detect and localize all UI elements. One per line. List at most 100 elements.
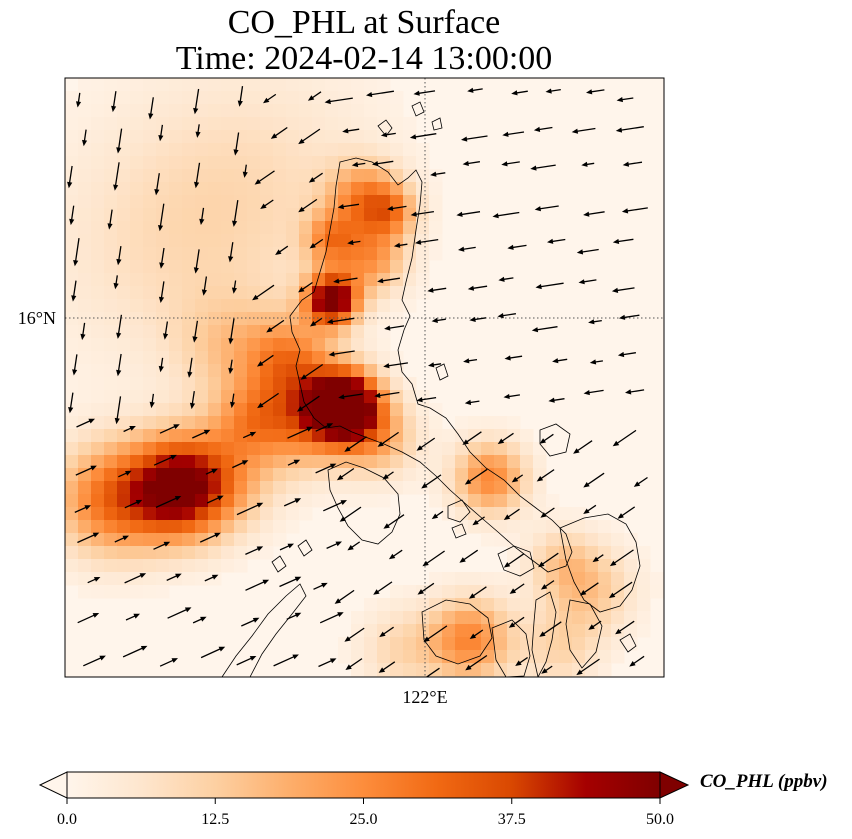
wind-arrow-head xyxy=(256,546,264,552)
field-cell xyxy=(208,520,222,534)
field-cell xyxy=(169,312,183,326)
wind-arrow-head xyxy=(140,645,148,651)
wind-arrow-head xyxy=(90,465,97,471)
field-cell xyxy=(117,377,131,391)
field-cell xyxy=(234,104,248,118)
wind-arrow-head xyxy=(218,646,226,652)
field-cell xyxy=(195,221,209,235)
field-cell xyxy=(78,429,92,443)
field-cell xyxy=(104,533,118,547)
field-cell xyxy=(104,585,118,599)
wind-arrow-head xyxy=(334,598,341,604)
field-cell xyxy=(403,624,417,638)
field-cell xyxy=(221,533,235,547)
field-cell xyxy=(481,494,495,508)
field-cell xyxy=(104,195,118,209)
field-cell xyxy=(208,208,222,222)
field-cell xyxy=(156,429,170,443)
field-cell xyxy=(364,468,378,482)
field-cell xyxy=(143,442,157,456)
wind-arrow-head xyxy=(129,426,136,431)
field-cell xyxy=(78,507,92,521)
field-cell xyxy=(286,247,300,261)
wind-arrow-head xyxy=(463,358,470,364)
wind-arrow-head xyxy=(573,448,580,454)
field-cell xyxy=(273,481,287,495)
field-cell xyxy=(351,143,365,157)
field-cell xyxy=(364,143,378,157)
field-cell xyxy=(442,507,456,521)
field-cell xyxy=(208,559,222,573)
field-cell xyxy=(455,650,469,664)
field-cell xyxy=(390,429,404,443)
field-cell xyxy=(78,234,92,248)
field-cell xyxy=(286,234,300,248)
wind-arrow-shaft xyxy=(319,612,342,624)
wind-arrow-head xyxy=(456,211,463,217)
field-cell xyxy=(104,546,118,560)
wind-arrow-head xyxy=(189,402,196,410)
field-cell xyxy=(91,182,105,196)
field-cell xyxy=(273,156,287,170)
field-cell xyxy=(572,520,586,534)
field-cell xyxy=(273,325,287,339)
field-cell xyxy=(78,260,92,274)
field-cell xyxy=(143,169,157,183)
field-cell xyxy=(143,195,157,209)
field-cell xyxy=(403,130,417,144)
field-cell xyxy=(377,416,391,430)
field-cell xyxy=(299,455,313,469)
field-cell xyxy=(351,377,365,391)
field-cell xyxy=(117,273,131,287)
field-cell xyxy=(403,143,417,157)
field-cell xyxy=(182,91,196,105)
field-cell xyxy=(208,273,222,287)
wind-arrow-head xyxy=(508,622,516,628)
field-cell xyxy=(91,403,105,417)
field-cell xyxy=(559,546,573,560)
field-cell xyxy=(442,598,456,612)
field-cell xyxy=(312,481,326,495)
wind-arrow-head xyxy=(300,374,307,380)
field-cell xyxy=(182,195,196,209)
field-cell xyxy=(78,78,92,92)
field-cell xyxy=(182,364,196,378)
field-cell xyxy=(546,663,560,677)
field-cell xyxy=(520,637,534,651)
field-cell xyxy=(325,273,339,287)
wind-arrow-shaft xyxy=(459,211,481,216)
wind-arrow-head xyxy=(467,285,475,291)
field-cell xyxy=(507,650,521,664)
field-cell xyxy=(637,598,651,612)
field-cell xyxy=(234,390,248,404)
field-cell xyxy=(429,611,443,625)
wind-arrow-head xyxy=(608,592,616,599)
field-cell xyxy=(260,182,274,196)
wind-arrow-head xyxy=(228,367,234,375)
field-cell xyxy=(273,494,287,508)
field-cell xyxy=(182,182,196,196)
wind-arrow-shaft xyxy=(117,353,122,374)
coastline-luzon xyxy=(289,157,573,573)
field-cell xyxy=(221,143,235,157)
field-cell xyxy=(429,572,443,586)
field-cell xyxy=(195,104,209,118)
field-cell xyxy=(195,481,209,495)
field-cell xyxy=(299,156,313,170)
field-cell xyxy=(312,338,326,352)
field-cell xyxy=(598,676,612,677)
field-cell xyxy=(403,117,417,131)
field-cell xyxy=(403,247,417,261)
field-cell xyxy=(494,637,508,651)
field-cell xyxy=(468,637,482,651)
field-cell xyxy=(416,260,430,274)
field-cell xyxy=(377,104,391,118)
field-cell xyxy=(338,442,352,456)
field-cell xyxy=(403,650,417,664)
field-cell xyxy=(143,351,157,365)
field-cell xyxy=(195,260,209,274)
wind-arrow-head xyxy=(427,287,434,293)
field-cell xyxy=(416,273,430,287)
field-cell xyxy=(364,377,378,391)
field-cell xyxy=(169,481,183,495)
